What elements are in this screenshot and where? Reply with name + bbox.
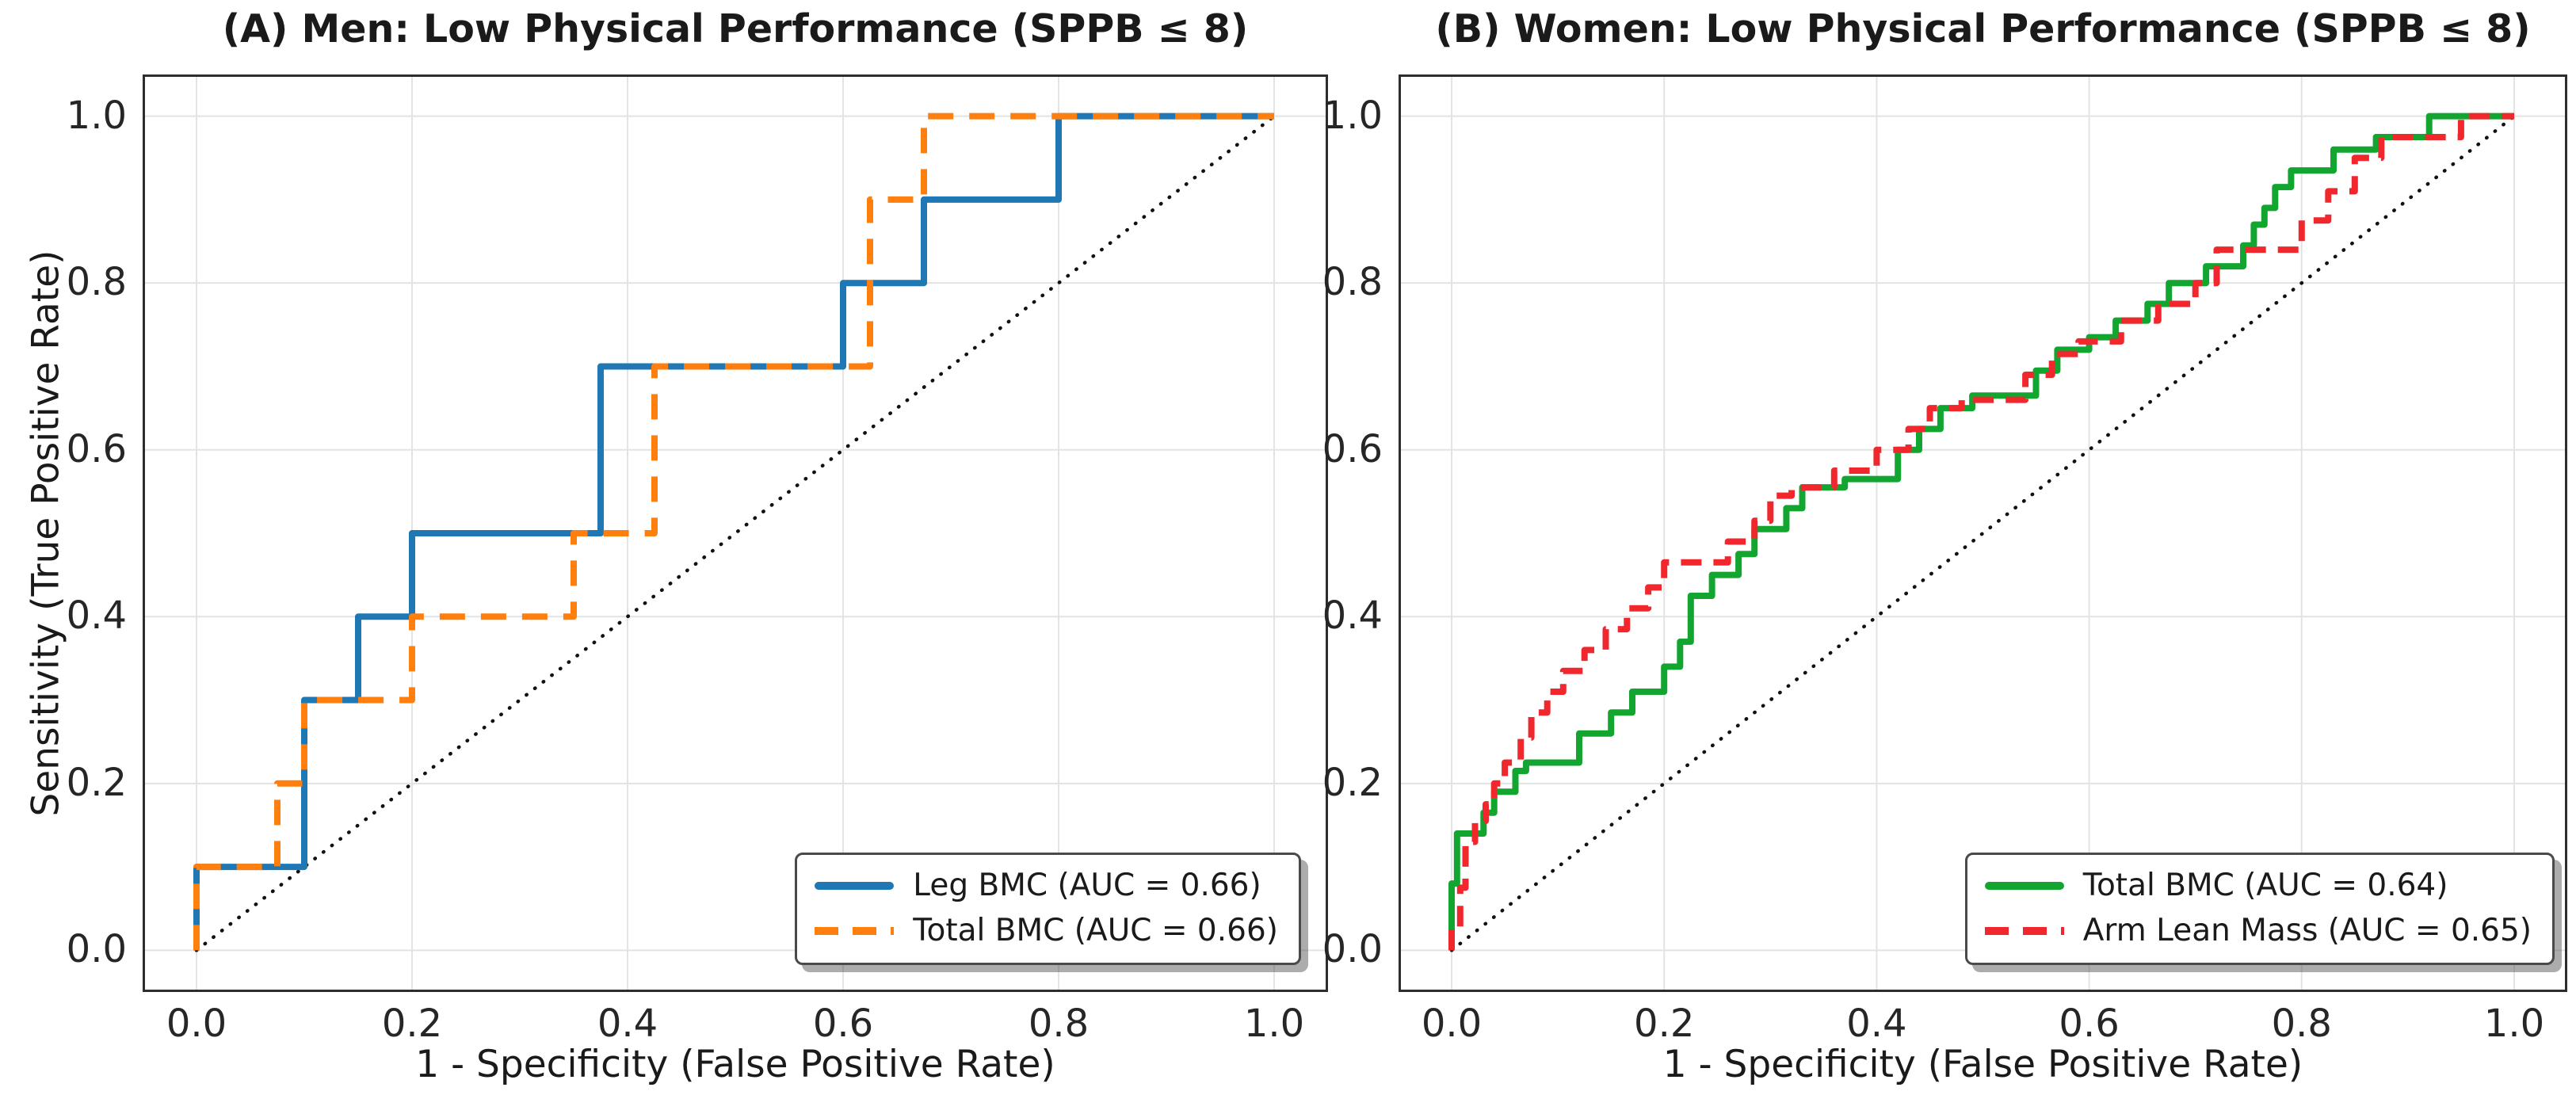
legend-label-total-bmc-men: Total BMC (AUC = 0.66): [913, 913, 1278, 948]
y-tick-label: 0.0: [66, 927, 127, 972]
roc-curve-total-bmc: [193, 113, 1274, 951]
roc-plot-men: [143, 74, 1328, 992]
y-tick-label: 0.8: [1322, 260, 1383, 305]
y-tick-label: 0.2: [66, 760, 127, 805]
y-tick-label: 1.0: [66, 93, 127, 138]
x-tick-label: 0.4: [597, 1002, 658, 1046]
x-tick-label: 1.0: [2483, 1002, 2545, 1046]
legend-label-arm-lean-mass: Arm Lean Mass (AUC = 0.65): [2082, 913, 2532, 948]
panel-women: (B) Women: Low Physical Performance (SPP…: [1322, 0, 2576, 1095]
y-tick-label: 0.8: [66, 260, 127, 305]
legend-item-total-bmc-women: Total BMC (AUC = 0.64): [1984, 868, 2448, 903]
legend-men: Leg BMC (AUC = 0.66) Total BMC (AUC = 0.…: [795, 853, 1301, 965]
legend-item-leg-bmc: Leg BMC (AUC = 0.66): [815, 868, 1261, 903]
y-axis-label: Sensitivity (True Positive Rate): [24, 250, 68, 817]
x-tick-label: 0.2: [381, 1002, 443, 1046]
x-axis-label: 1 - Specificity (False Positive Rate): [415, 1043, 1055, 1086]
x-tick-label: 0.6: [812, 1002, 874, 1046]
x-tick-label: 0.8: [1028, 1002, 1090, 1046]
axes-spines: [1399, 74, 2567, 992]
legend-women: Total BMC (AUC = 0.64) Arm Lean Mass (AU…: [1964, 853, 2555, 965]
x-tick-label: 0.2: [1634, 1002, 1695, 1046]
axes-spines: [143, 74, 1328, 992]
x-tick-label: 0.0: [166, 1002, 227, 1046]
x-tick-label: 0.4: [1846, 1002, 1907, 1046]
x-tick-label: 0.6: [2059, 1002, 2120, 1046]
x-axis-label: 1 - Specificity (False Positive Rate): [1662, 1043, 2303, 1086]
roc-plot-women: [1399, 74, 2567, 992]
legend-label-leg-bmc: Leg BMC (AUC = 0.66): [913, 868, 1261, 903]
y-tick-label: 0.6: [66, 426, 127, 471]
y-tick-label: 0.4: [1322, 593, 1383, 639]
panel-women-title: (B) Women: Low Physical Performance (SPP…: [1435, 6, 2531, 52]
y-tick-label: 1.0: [1322, 93, 1383, 138]
y-tick-label: 0.6: [1322, 426, 1383, 471]
y-tick-label: 0.4: [66, 593, 127, 639]
x-tick-label: 0.0: [1421, 1002, 1483, 1046]
legend-line-total-bmc-men: [815, 926, 895, 935]
panel-men: (A) Men: Low Physical Performance (SPPB …: [24, 6, 1328, 1086]
legend-item-total-bmc-men: Total BMC (AUC = 0.66): [815, 913, 1278, 948]
panel-men-title: (A) Men: Low Physical Performance (SPPB …: [222, 6, 1249, 52]
legend-line-leg-bmc: [815, 881, 895, 890]
chance-diagonal: [1449, 114, 2517, 952]
chance-diagonal: [194, 114, 1277, 952]
x-tick-label: 0.8: [2271, 1002, 2332, 1046]
y-tick-label: 0.0: [1322, 927, 1383, 972]
legend-line-total-bmc-women: [1984, 881, 2064, 890]
legend-line-arm-lean-mass: [1984, 926, 2064, 935]
x-tick-label: 1.0: [1243, 1002, 1305, 1046]
legend-item-arm-lean-mass: Arm Lean Mass (AUC = 0.65): [1984, 913, 2532, 948]
y-tick-label: 0.2: [1322, 760, 1383, 805]
legend-label-total-bmc-women: Total BMC (AUC = 0.64): [2082, 868, 2448, 903]
